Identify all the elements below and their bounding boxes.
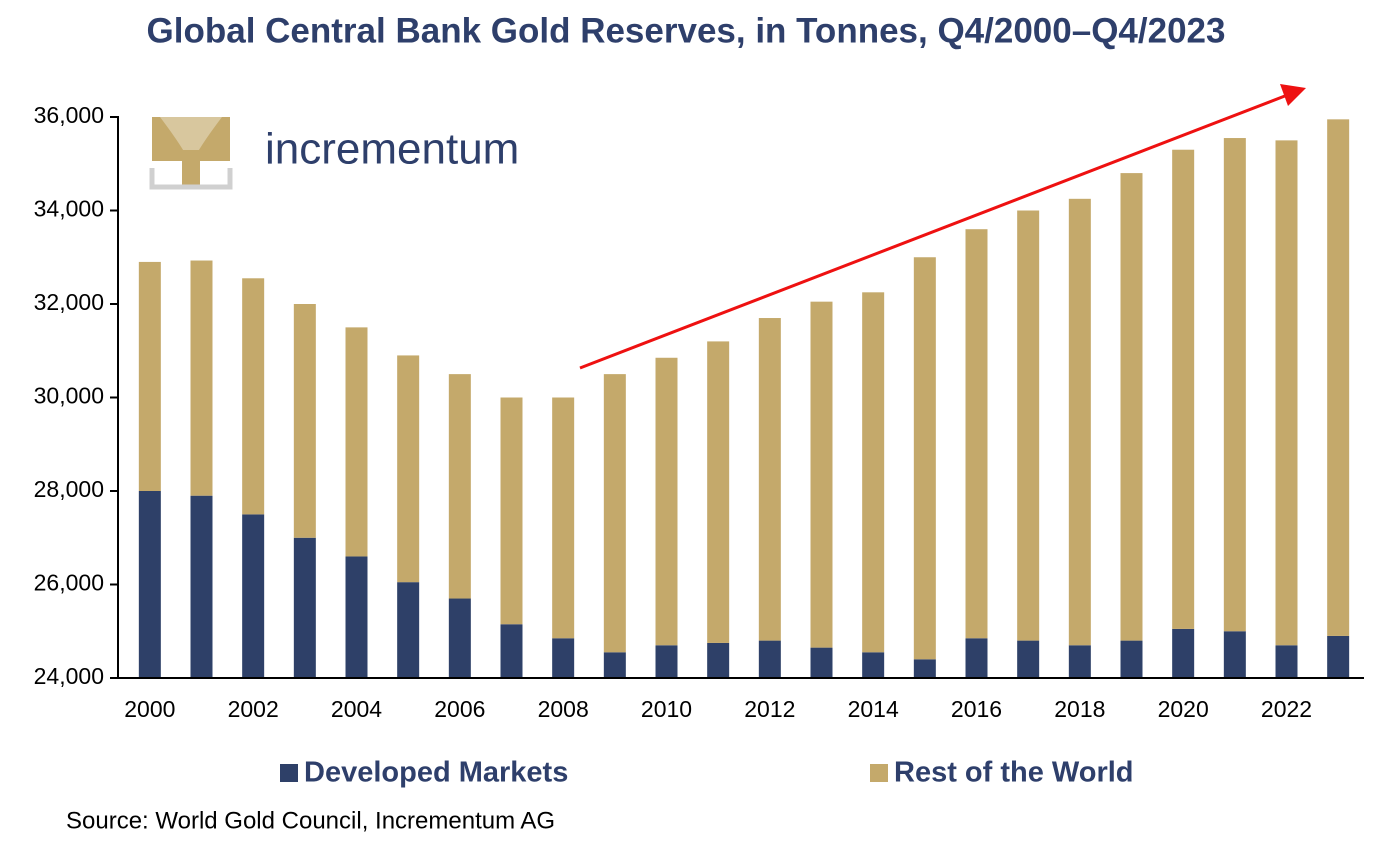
logo-text: incrementum: [265, 125, 519, 174]
bar-segment: [913, 659, 936, 678]
bar-segment: [190, 495, 213, 678]
bar-segment: [603, 374, 626, 653]
y-tick-label: 30,000: [34, 383, 104, 409]
bar-segment: [552, 397, 575, 639]
bar-segment: [862, 652, 885, 678]
bar-segment: [655, 645, 678, 678]
bar-segment: [552, 638, 575, 678]
bar-segment: [293, 537, 316, 678]
bar-segment: [810, 301, 833, 648]
bar-segment: [242, 514, 265, 678]
bar-segment: [1120, 640, 1143, 678]
bar-segment: [1017, 210, 1040, 641]
x-tick-label: 2008: [538, 696, 589, 722]
y-tick-label: 24,000: [34, 663, 104, 689]
bar-segment: [862, 292, 885, 653]
x-tick-label: 2012: [744, 696, 795, 722]
logo-icon: [149, 117, 233, 190]
x-tick-label: 2018: [1054, 696, 1105, 722]
bar-segment: [242, 278, 265, 515]
bar-segment: [965, 229, 988, 639]
bar-segment: [1120, 173, 1143, 641]
source-note: Source: World Gold Council, Incrementum …: [66, 807, 555, 834]
x-tick-label: 2020: [1158, 696, 1209, 722]
x-tick-label: 2014: [848, 696, 899, 722]
bar-segment: [810, 647, 833, 678]
bar-segment: [397, 582, 420, 678]
y-tick-label: 36,000: [34, 102, 104, 128]
bar-segment: [655, 357, 678, 646]
bar-segment: [500, 624, 523, 678]
bar-segment: [1327, 635, 1350, 678]
bar-segment: [965, 638, 988, 678]
bar-segment: [397, 355, 420, 583]
bar-segment: [345, 556, 368, 678]
bar-segment: [1223, 138, 1246, 632]
legend-label: Rest of the World: [894, 757, 1134, 789]
bar-segment: [448, 598, 471, 678]
legend-swatch: [870, 764, 888, 782]
bar-segment: [1327, 119, 1350, 636]
bar-segment: [500, 397, 523, 625]
x-tick-label: 2000: [124, 696, 175, 722]
bar-segment: [1223, 631, 1246, 678]
bar-segment: [138, 491, 161, 678]
y-tick-label: 34,000: [34, 196, 104, 222]
x-tick-label: 2022: [1261, 696, 1312, 722]
bar-segment: [1017, 640, 1040, 678]
legend-label: Developed Markets: [304, 757, 568, 789]
bar-segment: [138, 261, 161, 491]
chart-title: Global Central Bank Gold Reserves, in To…: [147, 11, 1226, 50]
bar-segment: [1172, 149, 1195, 629]
legend-swatch: [280, 764, 298, 782]
bar-segment: [603, 652, 626, 678]
bar-segment: [293, 304, 316, 538]
bar-segment: [707, 642, 730, 678]
bar-segment: [913, 257, 936, 660]
bar-segment: [758, 318, 781, 641]
bar-segment: [758, 640, 781, 678]
x-tick-label: 2006: [434, 696, 485, 722]
bar-segment: [1172, 628, 1195, 678]
bar-segment: [1275, 645, 1298, 678]
bar-segment: [707, 341, 730, 643]
x-tick-label: 2002: [228, 696, 279, 722]
bar-segment: [1068, 198, 1091, 646]
y-tick-label: 32,000: [34, 289, 104, 315]
bar-segment: [448, 374, 471, 599]
x-tick-label: 2010: [641, 696, 692, 722]
x-tick-label: 2004: [331, 696, 382, 722]
y-tick-label: 26,000: [34, 570, 104, 596]
y-tick-label: 28,000: [34, 476, 104, 502]
bar-segment: [1068, 645, 1091, 678]
trend-arrow: [579, 84, 1306, 370]
x-tick-label: 2016: [951, 696, 1002, 722]
bar-segment: [345, 327, 368, 557]
bar-segment: [1275, 140, 1298, 646]
bar-segment: [190, 260, 213, 496]
